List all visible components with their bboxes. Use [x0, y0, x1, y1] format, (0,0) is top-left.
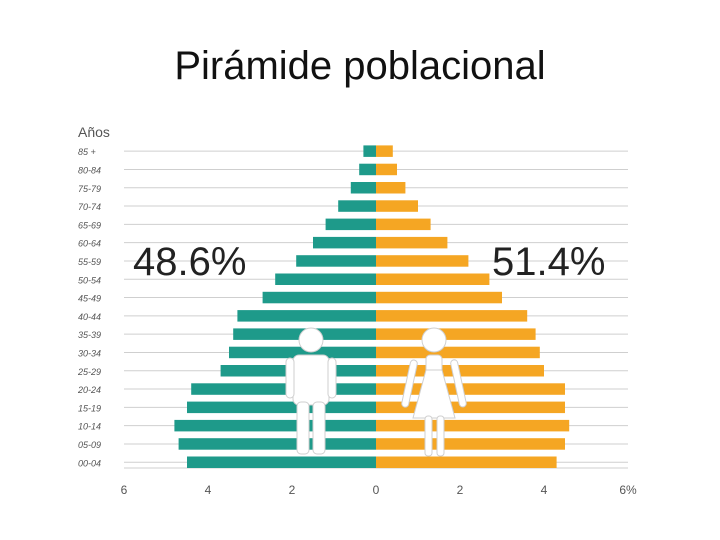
bar-right: [376, 182, 406, 194]
age-label: 80-84: [78, 165, 101, 175]
age-label: 85 +: [78, 147, 96, 157]
left-percentage-label: 48.6%: [133, 240, 246, 284]
bar-left: [363, 145, 376, 157]
bar-right: [376, 365, 544, 377]
bar-left: [350, 182, 376, 194]
bar-left: [275, 273, 376, 285]
bar-left: [313, 236, 376, 249]
age-label: 45-49: [78, 294, 101, 304]
age-label: 30-34: [78, 348, 101, 358]
bar-right: [376, 328, 536, 340]
bar-left: [191, 383, 376, 395]
age-label: 40-44: [78, 312, 101, 322]
x-tick-label: 0: [373, 483, 380, 497]
age-label: 75-79: [78, 184, 101, 194]
bar-right: [376, 419, 570, 432]
bar-left: [359, 163, 376, 176]
age-label: 15-19: [78, 403, 101, 413]
bar-left: [229, 346, 376, 359]
bar-left: [262, 291, 376, 304]
bar-right: [376, 438, 565, 450]
bar-right: [376, 291, 502, 304]
x-tick-label: 6%: [619, 483, 637, 497]
woman-icon: [401, 327, 467, 457]
age-label: 20-24: [77, 385, 101, 395]
bar-right: [376, 200, 418, 212]
bar-right: [376, 346, 540, 359]
bar-right: [376, 383, 565, 395]
y-axis-title: Años: [78, 124, 110, 140]
age-label: 50-54: [78, 275, 101, 285]
bar-right: [376, 401, 565, 414]
bar-right: [376, 163, 397, 176]
bar-left: [237, 310, 376, 322]
slide-title: Pirámide poblacional: [174, 44, 546, 88]
x-tick-label: 2: [289, 483, 296, 497]
age-label: 65-69: [78, 220, 101, 230]
x-axis-labels: 6 4 2 0 2 4 6%: [121, 483, 637, 497]
age-label: 35-39: [78, 330, 101, 340]
bar-right: [376, 310, 528, 322]
bars: [174, 145, 570, 468]
bar-left: [187, 456, 376, 468]
bar-right: [376, 456, 557, 468]
bar-left: [178, 438, 376, 450]
bar-left: [296, 255, 376, 267]
x-tick-label: 6: [121, 483, 128, 497]
age-label: 55-59: [78, 257, 101, 267]
age-label: 25-29: [77, 367, 101, 377]
bar-right: [376, 236, 448, 249]
bar-right: [376, 273, 490, 285]
bar-left: [325, 218, 376, 231]
bar-right: [376, 218, 431, 231]
age-label: 60-64: [78, 239, 101, 249]
bar-left: [338, 200, 376, 212]
man-icon: [285, 327, 337, 455]
age-labels: 85 + 80-84 75-79 70-74 65-69 60-64 55-59 50-54 4…: [77, 147, 101, 468]
right-percentage-label: 51.4%: [492, 240, 605, 284]
x-tick-label: 2: [457, 483, 464, 497]
bar-right: [376, 255, 469, 267]
x-tick-label: 4: [541, 483, 548, 497]
bar-left: [174, 419, 376, 432]
age-label: 05-09: [78, 440, 101, 450]
x-tick-label: 4: [205, 483, 212, 497]
age-label: 10-14: [78, 422, 101, 432]
bar-left: [187, 401, 376, 414]
age-label: 70-74: [78, 202, 101, 212]
bar-right: [376, 145, 393, 157]
age-label: 00-04: [78, 458, 101, 468]
